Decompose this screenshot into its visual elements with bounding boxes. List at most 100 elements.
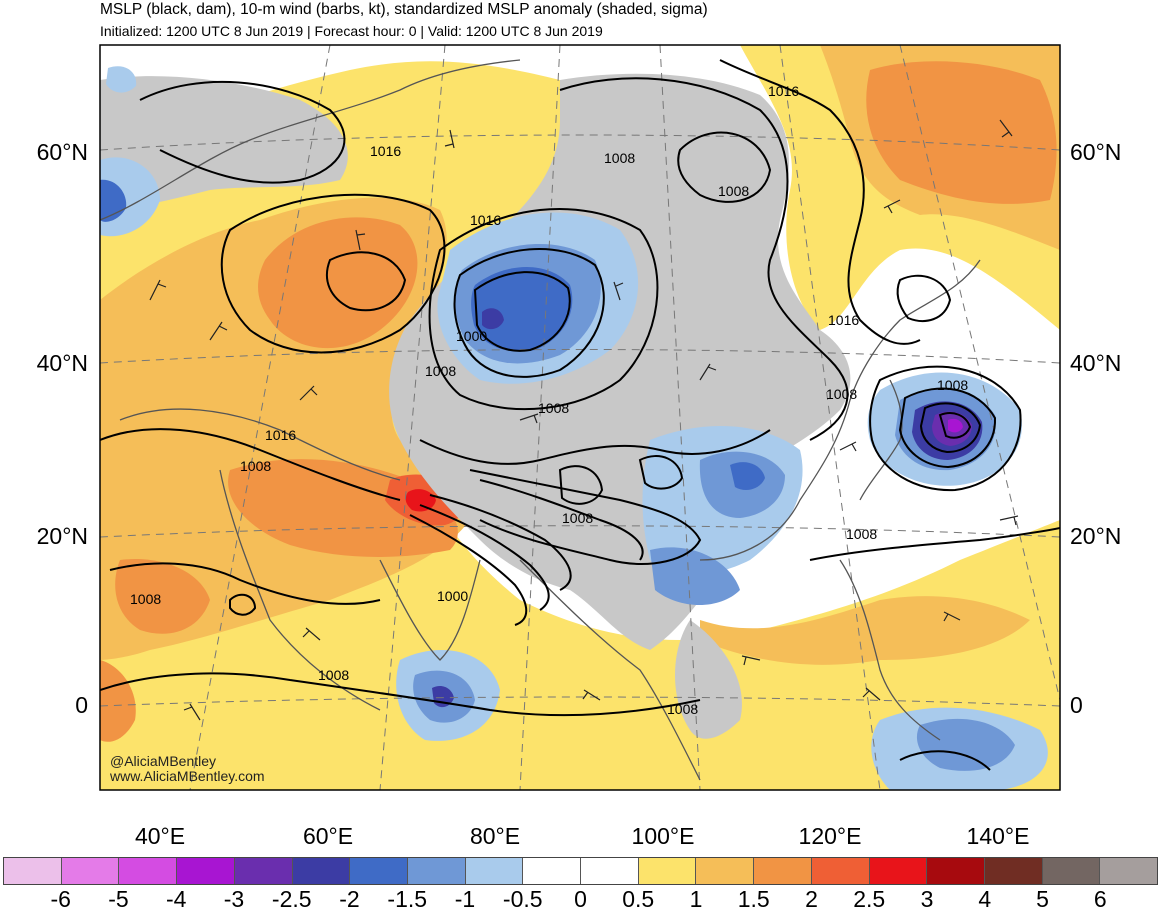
isobar-label: 1008 [318,667,349,683]
anomaly-region-negative [916,718,1015,771]
isobar-label: 1008 [130,591,161,607]
latitude-label: 40°N [36,350,88,376]
coastlines [100,59,981,781]
colorbar-label: 2 [805,886,818,912]
isobar-label: 1008 [826,386,857,402]
anomaly-region-negative [730,462,765,490]
latitude-label: 60°N [1070,139,1122,165]
colorbar-cell [523,858,582,884]
colorbar-label: 0.5 [622,886,655,912]
wind-barb [862,687,881,701]
colorbar-label: 4 [978,886,992,912]
colorbar-cell [696,858,755,884]
colorbar-cell [1100,858,1158,884]
latitude-label: 0 [75,692,88,718]
isobar [559,77,849,441]
colorbar-cell [927,858,985,884]
isobar [325,251,407,312]
isobar-label-group: 1016 1016 1016 1016 1008 1008 1008 1008 … [130,83,968,717]
wind-barb [149,279,167,301]
coastline [839,559,941,741]
isobar-label: 1008 [937,377,968,393]
isobar-label: 1016 [768,83,799,99]
isobar-label: 1016 [370,143,401,159]
latitude-line [100,696,1060,707]
colorbar-cell [581,858,639,884]
latitude-line [100,525,1060,538]
isobar-label: 1008 [538,400,569,416]
colorbar-label: -3 [223,886,245,912]
longitude-label: 40°E [134,823,186,849]
isobar [139,80,346,184]
wind-barb [999,119,1013,138]
anomaly-region-positive [258,217,418,349]
colorbar-cell [234,858,293,884]
isobar [719,59,921,345]
wind-barb [699,363,717,381]
colorbar-cell [61,858,120,884]
colorbar-cell [638,858,697,884]
colorbar-cell [1042,858,1101,884]
longitude-line [899,45,1060,701]
isobar [473,271,571,352]
isobar [100,428,401,501]
colorbar-label: -2.5 [271,886,312,912]
colorbar-cell [869,858,928,884]
wind-barb [519,413,539,424]
anomaly-region-positive [866,61,1057,204]
colorbar-cell [407,858,466,884]
colorbar-cell [465,858,524,884]
longitude-label: 60°E [302,823,354,849]
latitude-label: 20°N [1070,523,1122,549]
wind-barb [943,611,961,622]
colorbar-label: 6 [1093,886,1107,912]
isobar-label: 1008 [562,510,593,526]
isobar [869,365,1022,492]
latitude-label: 40°N [1070,350,1122,376]
colorbar-cell [119,858,178,884]
isobar [428,208,659,411]
isobar [109,562,381,605]
isobar-label: 1008 [240,458,271,474]
colorbar-label: 1 [689,886,703,912]
isobar [409,514,528,626]
longitude-line [659,45,701,790]
anomaly-region-negative [650,547,740,605]
colorbar-cell [350,858,408,884]
anomaly-region-negative [482,308,504,330]
latitude-label: 20°N [36,523,88,549]
longitude-line [189,45,331,790]
isobar-label: 1016 [828,312,859,328]
anomaly-region-positive [100,660,136,742]
coastline [859,379,903,501]
anomaly-shading [100,45,1060,790]
credit-site: www.AliciaMBentley.com [110,768,265,784]
isobar [220,193,446,354]
anomaly-region-grey [675,620,742,739]
colorbar-label: 5 [1036,886,1049,912]
wind-barb [613,281,624,301]
isobar-label: 1008 [425,363,456,379]
colorbar-label: -6 [50,886,71,912]
isobar [479,479,644,561]
isobar [419,504,550,611]
wind-barb [839,441,857,452]
isobar [429,494,572,591]
colorbar-label: -4 [166,886,187,912]
isobar [899,750,991,771]
coastline [379,559,481,661]
isobar [419,429,771,465]
isobar [919,402,982,454]
wind-barb [883,199,901,214]
isobar [898,387,997,469]
longitude-line [519,45,561,790]
graticule [100,45,1060,790]
isobar [938,412,972,439]
coastline [119,408,401,481]
isobar-label: 1008 [604,150,635,166]
anomaly-region-positive [115,559,210,634]
colorbar-cell [177,858,235,884]
colorbar [3,857,1158,885]
colorbar-label: 0 [574,886,587,912]
isobar [229,593,257,616]
